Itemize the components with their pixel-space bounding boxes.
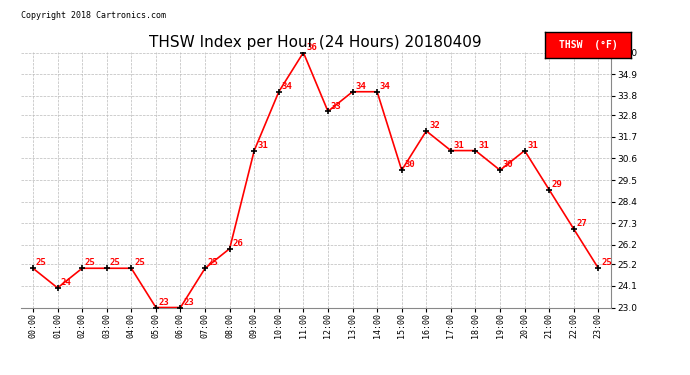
Text: 32: 32 bbox=[429, 121, 440, 130]
Text: 36: 36 bbox=[306, 43, 317, 52]
Text: 34: 34 bbox=[282, 82, 293, 91]
Text: 25: 25 bbox=[110, 258, 120, 267]
Text: 33: 33 bbox=[331, 102, 342, 111]
Text: 31: 31 bbox=[453, 141, 464, 150]
Text: Copyright 2018 Cartronics.com: Copyright 2018 Cartronics.com bbox=[21, 11, 166, 20]
Text: 23: 23 bbox=[184, 298, 194, 307]
Text: 26: 26 bbox=[233, 239, 243, 248]
Text: 25: 25 bbox=[85, 258, 96, 267]
Text: 25: 25 bbox=[134, 258, 145, 267]
Text: 25: 25 bbox=[601, 258, 612, 267]
Text: 31: 31 bbox=[478, 141, 489, 150]
Text: 31: 31 bbox=[527, 141, 538, 150]
Text: 25: 25 bbox=[208, 258, 219, 267]
Title: THSW Index per Hour (24 Hours) 20180409: THSW Index per Hour (24 Hours) 20180409 bbox=[149, 35, 482, 50]
Text: 34: 34 bbox=[380, 82, 391, 91]
Text: 30: 30 bbox=[503, 160, 513, 170]
Text: 31: 31 bbox=[257, 141, 268, 150]
Text: 29: 29 bbox=[552, 180, 563, 189]
Text: 30: 30 bbox=[404, 160, 415, 170]
Text: 23: 23 bbox=[159, 298, 170, 307]
Text: 25: 25 bbox=[36, 258, 46, 267]
Text: THSW  (°F): THSW (°F) bbox=[559, 40, 618, 50]
Text: 27: 27 bbox=[577, 219, 587, 228]
Text: 24: 24 bbox=[60, 278, 71, 287]
Text: 34: 34 bbox=[355, 82, 366, 91]
